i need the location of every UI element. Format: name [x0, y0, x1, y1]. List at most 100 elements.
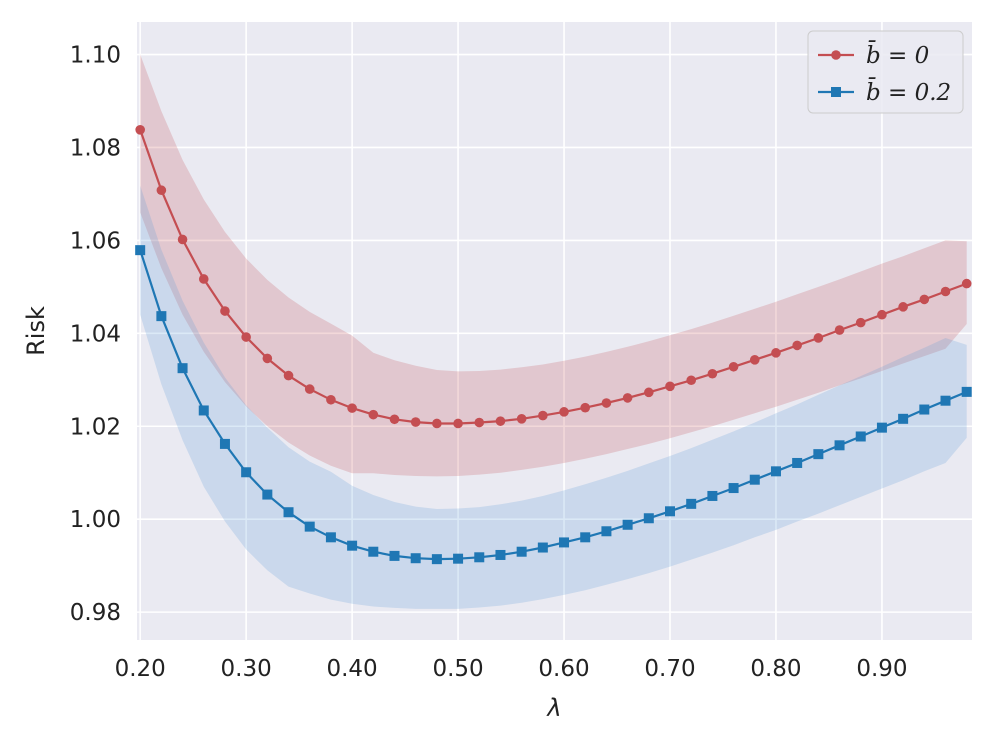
data-point-circle	[665, 381, 675, 392]
data-point-square	[665, 506, 676, 517]
data-point-square	[537, 542, 548, 553]
data-point-square	[156, 311, 167, 322]
data-point-circle	[474, 417, 485, 428]
data-point-circle	[940, 286, 951, 297]
confidence-band-series-0	[140, 54, 967, 477]
data-point-square	[262, 489, 273, 500]
data-point-square	[325, 532, 336, 543]
data-point-square	[389, 550, 400, 561]
data-point-square	[919, 404, 930, 415]
x-tick-label: 0.90	[856, 656, 907, 682]
y-tick-label: 1.02	[70, 414, 121, 440]
data-point-circle	[644, 387, 654, 398]
data-point-circle	[135, 125, 145, 135]
x-tick-label: 0.70	[644, 656, 695, 682]
data-point-circle	[834, 325, 845, 335]
data-point-circle	[961, 278, 972, 289]
data-point-circle	[453, 418, 463, 429]
data-point-circle	[559, 407, 569, 417]
plot-area	[137, 22, 972, 640]
data-point-square	[898, 413, 909, 424]
data-point-circle	[283, 370, 294, 381]
data-point-circle	[326, 394, 336, 405]
x-tick-label: 0.80	[750, 656, 801, 682]
data-point-square	[961, 386, 972, 397]
data-point-square	[876, 422, 887, 433]
data-point-circle	[686, 375, 696, 386]
data-point-square	[601, 526, 612, 537]
data-point-circle	[813, 333, 824, 343]
series-line-1	[139, 249, 968, 561]
data-point-square	[410, 553, 421, 564]
data-point-square	[219, 438, 230, 449]
data-point-square	[241, 467, 252, 478]
x-tick-label: 0.60	[538, 656, 589, 682]
x-tick-label: 0.50	[432, 656, 483, 682]
data-point-square	[855, 431, 866, 442]
y-axis-ticks: 0.98 1.00 1.02 1.04 1.06 1.08 1.10	[70, 43, 121, 627]
x-tick-label: 0.30	[221, 656, 272, 682]
legend-label-1: b̄ = 0.2	[866, 78, 951, 106]
data-point-circle	[516, 414, 527, 424]
data-point-square	[559, 537, 570, 548]
data-point-circle	[156, 185, 167, 196]
data-point-circle	[368, 409, 379, 420]
y-tick-label: 1.04	[70, 321, 121, 347]
legend: b̄ = 0 b̄ = 0.2	[807, 30, 964, 114]
data-point-circle	[877, 309, 887, 320]
legend-marker-circle	[831, 50, 841, 60]
data-point-circle	[580, 402, 591, 413]
data-point-square	[707, 490, 718, 501]
data-point-circle	[241, 332, 251, 342]
data-point-square	[792, 457, 803, 468]
data-point-circle	[898, 302, 908, 312]
data-point-circle	[601, 398, 612, 408]
legend-label-0: b̄ = 0	[866, 41, 929, 69]
x-tick-label: 0.20	[115, 656, 166, 682]
y-tick-label: 0.98	[70, 600, 121, 626]
confidence-bands	[140, 54, 967, 609]
y-tick-label: 1.06	[70, 228, 121, 254]
grid-lines	[137, 22, 972, 640]
data-point-square	[728, 483, 739, 494]
data-point-circle	[728, 361, 739, 372]
data-point-square	[495, 549, 506, 560]
data-point-square	[283, 507, 294, 518]
data-point-circle	[855, 317, 866, 328]
x-axis-ticks: 0.20 0.30 0.40 0.50 0.60 0.70 0.80 0.90	[115, 656, 908, 682]
x-tick-label: 0.40	[326, 656, 377, 682]
y-tick-label: 1.00	[70, 507, 121, 533]
series-line-0	[139, 129, 968, 425]
series-markers	[135, 125, 972, 565]
data-point-circle	[198, 274, 209, 284]
data-point-square	[643, 513, 654, 524]
data-point-circle	[622, 393, 633, 403]
data-point-circle	[792, 340, 802, 351]
data-point-circle	[389, 414, 400, 425]
data-point-square	[834, 440, 845, 451]
data-point-circle	[495, 416, 506, 426]
data-point-square	[177, 363, 188, 374]
data-point-square	[940, 395, 951, 406]
data-point-square	[686, 498, 697, 509]
data-point-circle	[749, 355, 760, 365]
data-point-circle	[919, 294, 930, 305]
data-point-square	[135, 245, 146, 256]
data-point-square	[304, 521, 315, 532]
y-axis-label: Risk	[22, 306, 50, 356]
data-point-square	[368, 546, 379, 557]
data-point-square	[813, 449, 824, 460]
confidence-band-series-1	[140, 185, 967, 609]
data-point-circle	[410, 417, 421, 427]
data-point-square	[347, 540, 358, 551]
data-point-circle	[262, 353, 273, 364]
series-lines	[139, 129, 968, 561]
data-point-circle	[304, 384, 315, 394]
data-point-circle	[771, 348, 781, 358]
data-point-square	[431, 554, 442, 565]
data-point-circle	[220, 306, 230, 316]
data-point-circle	[177, 234, 188, 245]
x-axis-label: λ	[545, 694, 561, 722]
data-point-square	[622, 519, 633, 530]
